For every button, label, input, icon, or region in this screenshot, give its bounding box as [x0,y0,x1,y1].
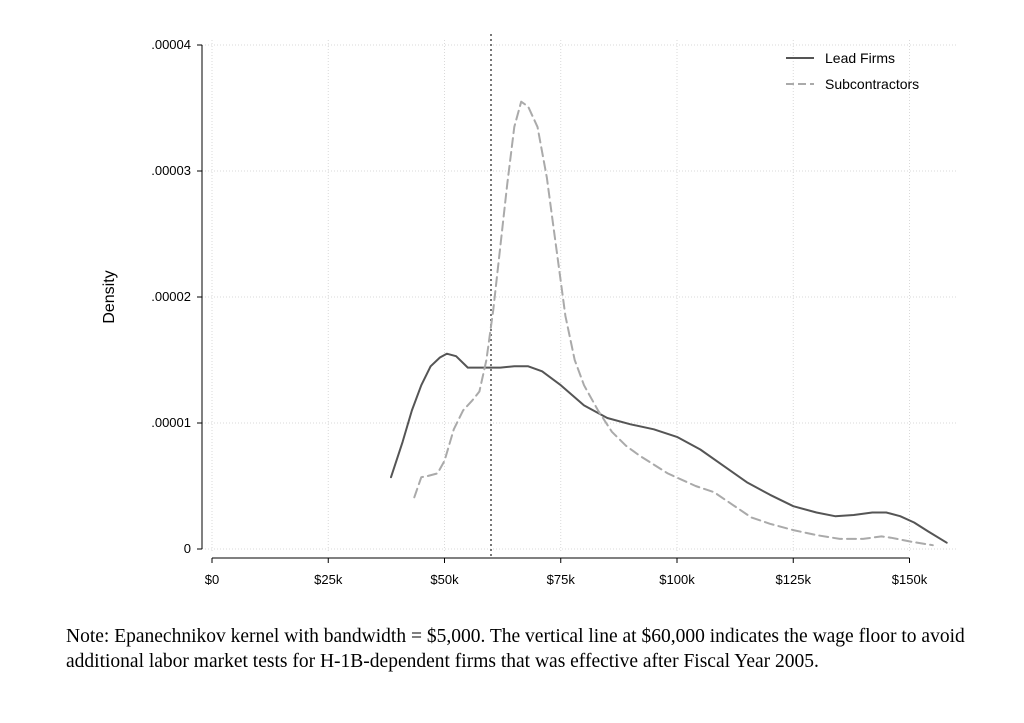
x-tick-label: $100k [659,572,695,587]
density-chart: 0 .00001 .00002 .00003 .00004 $0 $25k $50k $75k $… [101,34,958,587]
series-lines [390,100,948,547]
x-tick-label: $25k [314,572,343,587]
y-tick-label: 0 [184,541,191,556]
x-tick-label: $125k [776,572,812,587]
series-line-subcontractors [413,100,934,547]
y-tick-label: .00004 [151,37,191,52]
x-tick-label: $50k [430,572,459,587]
tick-labels: 0 .00001 .00002 .00003 .00004 $0 $25k $50k $75k $… [151,37,927,587]
x-tick-label: $75k [547,572,576,587]
figure-note: Note: Epanechnikov kernel with bandwidth… [66,626,965,672]
gridlines [202,40,958,552]
x-tick-label: $150k [892,572,928,587]
y-tick-label: .00003 [151,163,191,178]
legend-label: Subcontractors [825,76,919,92]
y-axis-label: Density [101,270,118,323]
legend: Lead Firms Subcontractors [786,50,919,92]
x-tick-label: $0 [205,572,219,587]
legend-label: Lead Firms [825,50,895,66]
y-tick-label: .00002 [151,289,191,304]
y-tick-label: .00001 [151,415,191,430]
series-line-lead-firms [390,352,948,544]
axes [197,44,910,563]
